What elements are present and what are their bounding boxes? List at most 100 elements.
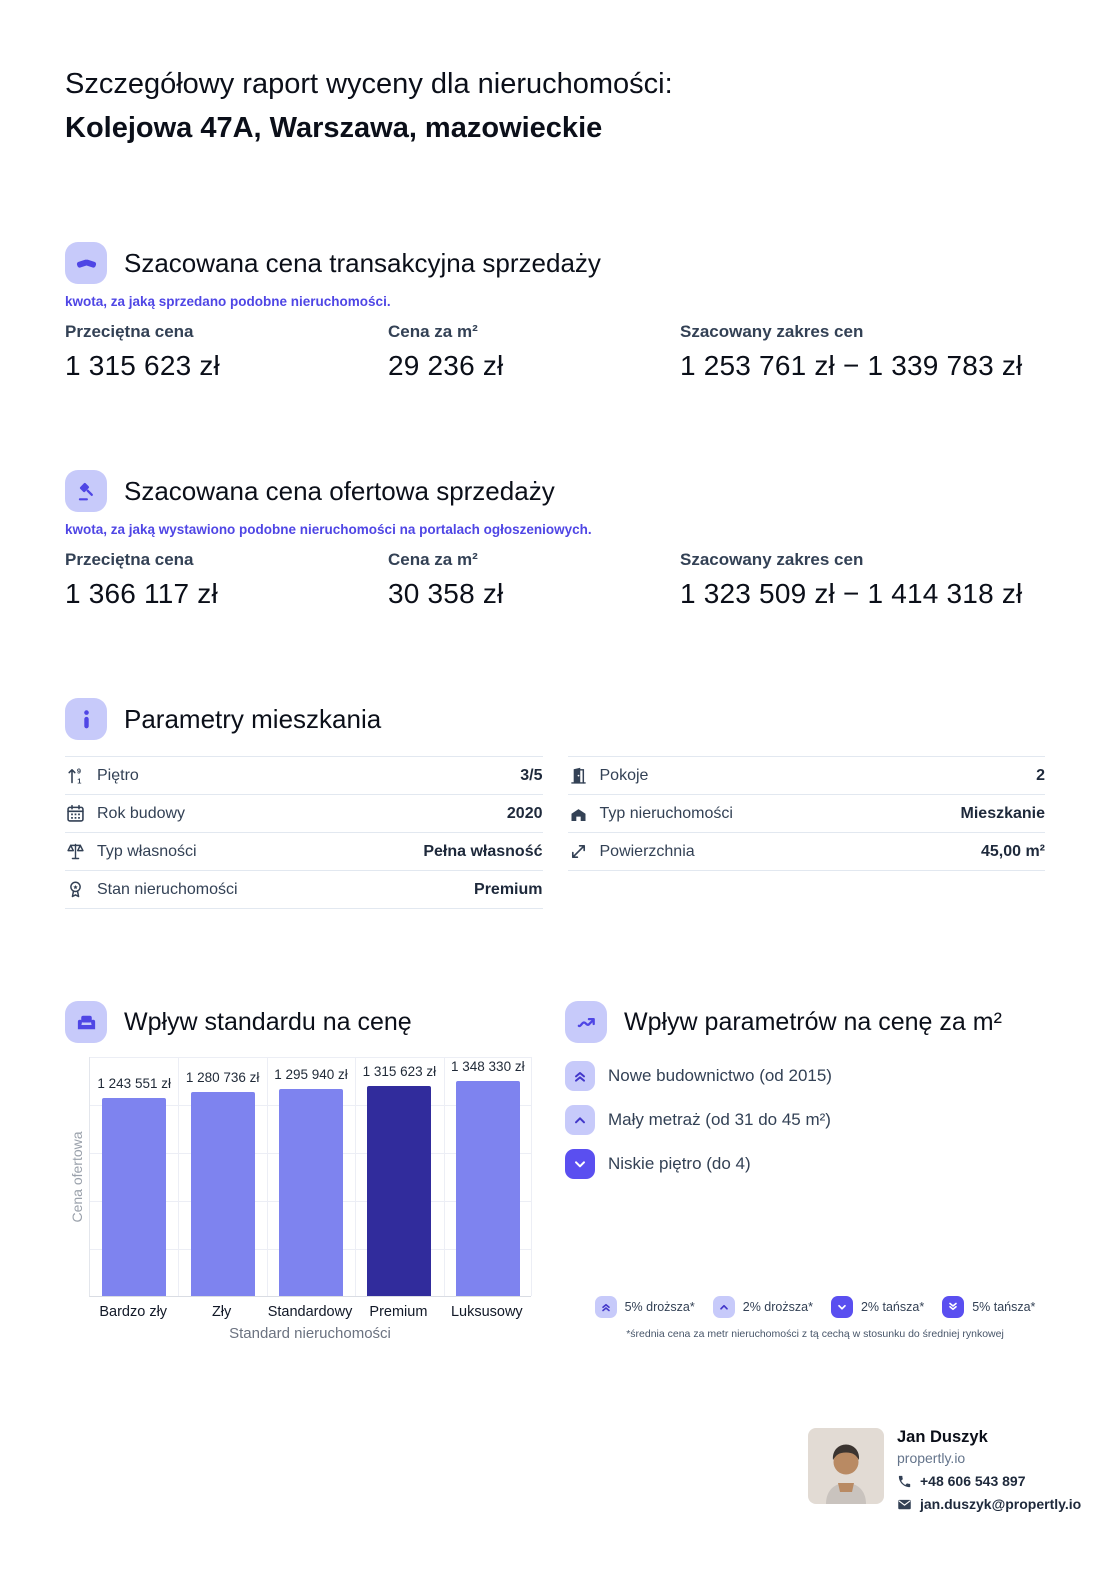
section-parameter-impact: Wpływ parametrów na cenę za m² Nowe budo… [565, 1001, 1045, 1361]
chart-bar-value-label: 1 295 940 zł [274, 1067, 348, 1082]
agent-email: jan.duszyk@propertly.io [920, 1496, 1082, 1512]
impact-item-low-floor: Niskie piętro (do 4) [565, 1149, 1045, 1179]
mail-icon [898, 1499, 911, 1509]
section-standard-header: Wpływ standardu na cenę [65, 1001, 543, 1043]
chart-bar-value-label: 1 315 623 zł [362, 1064, 437, 1079]
param-label: Powierzchnia [599, 842, 695, 860]
gridline-vertical [266, 1057, 268, 1296]
param-value: 2 [1036, 766, 1045, 784]
section-title: Szacowana cena ofertowa sprzedaży [124, 475, 555, 506]
param-row-condition: Stan nieruchomości Premium [65, 871, 543, 909]
param-value: Pełna własność [423, 842, 543, 860]
param-row-ownership: Typ własności Pełna własność [65, 833, 543, 871]
chart-x-axis-label: Standard nieruchomości [229, 1325, 391, 1342]
stat-average-price: Przeciętna cena 1 315 623 zł [65, 322, 388, 382]
section-transaction-header: Szacowana cena transakcyjna sprzedaży [65, 242, 1045, 284]
param-row-area: Powierzchnia 45,00 m² [567, 833, 1045, 871]
agent-name: Jan Duszyk [897, 1428, 988, 1446]
chart-bar [279, 1089, 343, 1296]
parameters-tables: 9 1 Piętro 3/5 [65, 756, 1045, 909]
stat-label: Przeciętna cena [65, 550, 194, 569]
stat-label: Przeciętna cena [65, 322, 194, 341]
phone-icon [898, 1475, 911, 1487]
chart-bar [102, 1098, 167, 1296]
section-parameters-header: Parametry mieszkania [65, 698, 1045, 740]
stat-value: 1 323 509 zł − 1 414 318 zł [680, 578, 1023, 609]
chart-categories: Bardzo zły Zły Standardowy Premium Luksusowy [89, 1304, 531, 1320]
section-offer-price: Szacowana cena ofertowa sprzedaży kwota,… [65, 470, 1045, 610]
stat-value: 1 253 761 zł − 1 339 783 zł [680, 350, 1023, 381]
floor-icon: 9 1 [65, 765, 86, 786]
stat-value: 29 236 zł [388, 350, 504, 381]
legend-label: 2% tańsza* [860, 1300, 925, 1314]
area-icon [568, 841, 589, 862]
param-value: 3/5 [520, 766, 543, 784]
param-row-rooms: Pokoje 2 [567, 757, 1045, 795]
report-title-address: Kolejowa 47A, Warszawa, mazowieckie [65, 112, 603, 144]
stat-price-range: Szacowany zakres cen 1 253 761 zł − 1 33… [680, 322, 1045, 382]
gridline-horizontal [90, 1057, 531, 1058]
stat-label: Cena za m² [388, 322, 478, 341]
svg-text:1: 1 [77, 776, 81, 785]
param-label: Stan nieruchomości [97, 880, 238, 898]
param-label: Typ nieruchomości [599, 804, 733, 822]
stat-label: Szacowany zakres cen [680, 322, 864, 341]
stat-value: 30 358 zł [388, 578, 504, 609]
legend-item-5pct-more: 5% droższa* [594, 1296, 695, 1318]
param-row-year-built: Rok budowy 2020 [65, 795, 543, 833]
calendar-icon [65, 803, 86, 824]
chart-category-label: Zły [211, 1304, 232, 1320]
legend-item-2pct-less: 2% tańsza* [830, 1296, 925, 1318]
agent-info: Jan Duszyk propertly.io +48 606 543 897 … [897, 1428, 1081, 1512]
legend-item-5pct-less: 5% tańsza* [942, 1296, 1035, 1318]
door-icon [568, 765, 589, 786]
parameters-table-left: 9 1 Piętro 3/5 [65, 756, 543, 909]
chevron-up-icon [712, 1296, 735, 1318]
param-row-property-type: Typ nieruchomości Mieszkanie [567, 795, 1045, 833]
section-transaction-price: Szacowana cena transakcyjna sprzedaży kw… [65, 242, 1045, 382]
section-title: Szacowana cena transakcyjna sprzedaży [124, 247, 601, 278]
svg-text:9: 9 [77, 766, 81, 775]
chart-bar [367, 1086, 432, 1296]
param-label: Rok budowy [97, 804, 186, 822]
agent-phone-row: +48 606 543 897 [897, 1473, 1081, 1489]
medal-icon [65, 879, 86, 900]
section-offer-header: Szacowana cena ofertowa sprzedaży [65, 470, 1045, 512]
param-label: Piętro [97, 766, 139, 784]
param-value: 2020 [506, 804, 543, 822]
parameter-impact-items: Nowe budownictwo (od 2015) Mały metraż (… [565, 1061, 1045, 1179]
impact-item-label: Mały metraż (od 31 do 45 m²) [608, 1110, 831, 1129]
standard-impact-chart: Cena ofertowa 1 243 551 zł 1 280 736 zł 1 … [65, 1057, 543, 1297]
agent-company: propertly.io [897, 1450, 966, 1466]
section-title: Wpływ parametrów na cenę za m² [624, 1007, 1002, 1036]
stat-price-per-m2: Cena za m² 30 358 zł [388, 550, 680, 610]
gridline-vertical [443, 1057, 445, 1296]
legend-footnote: *średnia cena za metr nieruchomości z tą… [626, 1328, 1004, 1340]
stat-label: Szacowany zakres cen [680, 550, 864, 569]
chevrons-down-icon [942, 1296, 965, 1318]
report-title-line1: Szczegółowy raport wyceny dla nieruchomo… [65, 68, 673, 100]
chart-category-label: Premium [369, 1304, 428, 1320]
chart-bar [190, 1092, 255, 1296]
trending-up-icon [565, 1001, 607, 1043]
section-parameter-impact-header: Wpływ parametrów na cenę za m² [565, 1001, 1045, 1043]
info-icon [65, 698, 107, 740]
gridline-vertical [178, 1057, 180, 1296]
chevrons-up-icon [594, 1296, 617, 1318]
handshake-icon [65, 242, 107, 284]
chart-category-label: Bardzo zły [99, 1304, 168, 1320]
impact-item-label: Nowe budownictwo (od 2015) [608, 1066, 832, 1085]
agent-contact-card: Jan Duszyk propertly.io +48 606 543 897 … [808, 1428, 1081, 1512]
offer-stats: Przeciętna cena 1 366 117 zł Cena za m² … [65, 550, 1045, 610]
chart-bar-value-label: 1 280 736 zł [185, 1070, 260, 1085]
section-parameters: Parametry mieszkania 9 1 Piętro 3/5 [65, 698, 1045, 909]
chart-bar-value-label: 1 348 330 zł [451, 1059, 525, 1074]
agent-avatar [808, 1428, 884, 1504]
legend-label: 5% droższa* [624, 1300, 695, 1314]
stat-price-range: Szacowany zakres cen 1 323 509 zł − 1 41… [680, 550, 1045, 610]
legend-label: 2% droższa* [742, 1300, 813, 1314]
chevron-up-icon [565, 1105, 595, 1135]
parameters-table-right: Pokoje 2 Typ nieruchomości Mieszkanie [567, 756, 1045, 909]
gridline-vertical [355, 1057, 357, 1296]
stat-label: Cena za m² [388, 550, 478, 569]
